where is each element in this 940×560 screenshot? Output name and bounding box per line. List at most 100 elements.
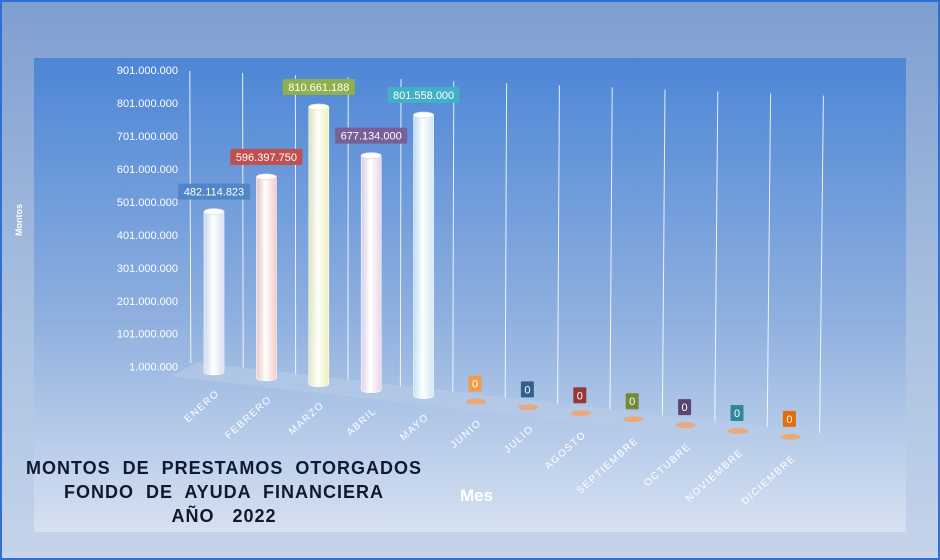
chart-floor (170, 362, 836, 449)
x-tick-label: JULIO (502, 423, 536, 455)
x-tick-label: AGOSTO (543, 429, 589, 472)
data-label-box (625, 393, 639, 410)
grid-line (242, 73, 244, 369)
data-label-text: 0 (682, 402, 688, 414)
bar-zero (518, 404, 539, 411)
plot-area (34, 58, 906, 532)
data-label-box (387, 87, 460, 104)
bar-body (413, 114, 434, 399)
bar-diciembre (780, 433, 801, 440)
bar-junio (466, 398, 486, 405)
bar-top (203, 208, 225, 216)
bar-agosto (570, 410, 591, 417)
grid-line (661, 89, 666, 417)
bar-zero (780, 433, 801, 440)
data-label-abril: 677.134.000 (335, 127, 408, 144)
bar-enero (203, 208, 225, 376)
data-label-octubre: 0 (678, 399, 692, 416)
bar-top (308, 103, 330, 111)
y-tick-label: 401.000.000 (117, 230, 178, 242)
x-tick-label: DICIEMBRE (740, 453, 799, 507)
y-tick-label: 901.000.000 (117, 65, 178, 77)
bars (203, 103, 801, 440)
grid-line (189, 70, 192, 364)
x-tick-label: FEBRERO (223, 394, 274, 442)
bar-body (308, 106, 330, 388)
bar-abril (360, 152, 382, 393)
y-tick-label: 801.000.000 (117, 98, 178, 110)
bar-noviembre (728, 428, 748, 434)
x-tick-label: MAYO (398, 412, 431, 443)
data-label-text: 0 (472, 379, 478, 391)
bar-zero (623, 416, 644, 423)
data-label-text: 0 (786, 414, 792, 426)
data-label-text: 677.134.000 (341, 131, 402, 143)
data-label-box (468, 375, 482, 392)
data-label-septiembre: 0 (625, 393, 639, 410)
bar-body (360, 155, 382, 393)
data-label-box (730, 405, 744, 421)
x-tick-label: SEPTIEMBRE (575, 435, 641, 496)
bar-mayo (413, 111, 435, 399)
data-label-box (678, 399, 692, 416)
data-label-box (282, 78, 355, 95)
data-label-text: 0 (577, 390, 583, 402)
grid-line (399, 79, 402, 387)
data-label-box (335, 127, 408, 144)
y-axis-label: Montos (14, 204, 24, 236)
grid-line (609, 87, 613, 411)
bar-septiembre (623, 416, 644, 423)
data-label-text: 0 (524, 384, 530, 396)
grid-line (504, 83, 508, 399)
data-label-box (178, 183, 250, 200)
bar-julio (518, 404, 539, 411)
bar-zero (675, 422, 696, 429)
bar-zero (466, 398, 486, 405)
grid-line (557, 85, 560, 405)
bar-top (255, 173, 277, 181)
y-tick-label: 301.000.000 (117, 263, 178, 275)
y-axis-ticks: 1.000.000 101.000.000 201.000.000 301.000.0… (117, 65, 178, 374)
bar-top (360, 152, 382, 160)
bar-marzo (308, 103, 330, 388)
data-label-febrero: 596.397.750 (230, 148, 303, 165)
x-tick-label: ABRIL (345, 406, 379, 439)
data-label-text: 810.661.188 (288, 82, 349, 94)
bar-body (203, 211, 225, 376)
data-label-julio: 0 (520, 381, 534, 398)
x-tick-label: OCTUBRE (642, 441, 694, 489)
y-tick-label: 201.000.000 (117, 296, 178, 308)
y-tick-label: 601.000.000 (117, 164, 178, 176)
data-label-box (573, 387, 587, 404)
data-labels: 482.114.823 596.397.750 810.661.188 677.134… (178, 78, 796, 427)
data-label-diciembre: 0 (782, 410, 796, 427)
floor-plane (170, 362, 836, 449)
y-tick-label: 501.000.000 (117, 197, 178, 209)
x-axis-label: Mes (460, 486, 494, 505)
bar-zero (728, 428, 748, 434)
data-label-box (230, 148, 303, 165)
title-line-2: FONDO DE AYUDA FINANCIERA (63, 482, 385, 502)
bar-febrero (255, 173, 277, 382)
data-label-text: 482.114.823 (184, 187, 244, 199)
chart-title: MONTOS DE PRESTAMOS OTORGADOS FONDO DE A… (14, 456, 434, 528)
bar-octubre (675, 422, 696, 429)
y-tick-label: 101.000.000 (117, 329, 178, 341)
grid-line (819, 95, 824, 434)
data-label-text: 801.558.000 (393, 90, 454, 102)
bar-top (413, 111, 435, 119)
data-label-text: 0 (734, 408, 740, 420)
x-tick-label: JUNIO (449, 418, 484, 451)
x-tick-label: NOVIEMBRE (684, 447, 746, 504)
y-tick-label: 1.000.000 (129, 362, 178, 374)
grid-line (766, 93, 772, 428)
bar-zero (570, 410, 591, 417)
bar-body (256, 176, 277, 382)
grid-line (714, 91, 719, 423)
title-line-3: AÑO 2022 (171, 506, 277, 526)
x-tick-label: ENERO (183, 388, 222, 425)
grid-line (452, 81, 455, 393)
title-line-1: MONTOS DE PRESTAMOS OTORGADOS (25, 458, 423, 478)
